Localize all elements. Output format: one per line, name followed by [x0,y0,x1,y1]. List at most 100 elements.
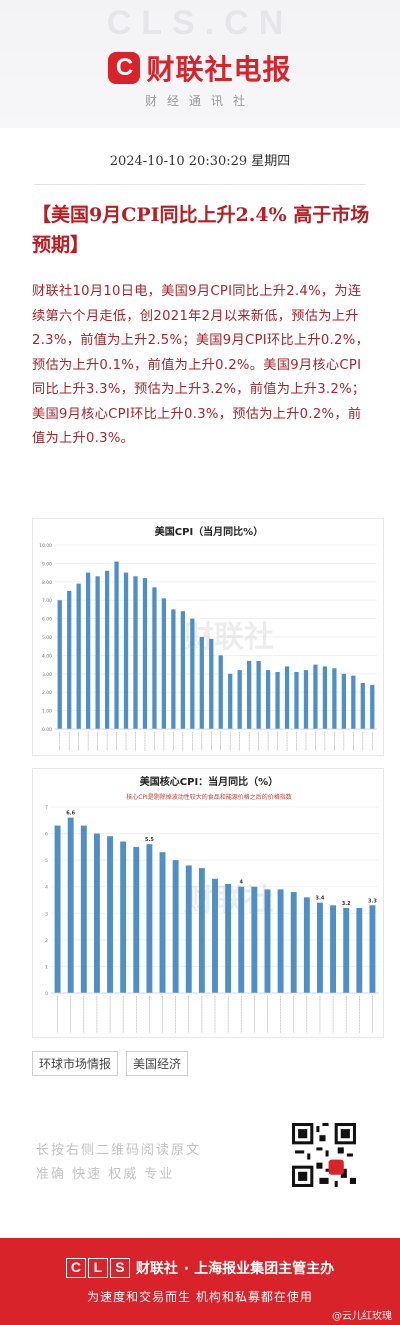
brand-subtitle: 财经通讯社 [144,94,255,108]
bar [172,860,179,993]
qr-code-icon[interactable] [292,1123,356,1187]
footer-slogan: 为速度和交易而生 机构和私募都在使用 [87,1290,313,1304]
bar [265,670,271,729]
bar [93,833,100,993]
bar [133,846,140,993]
cls-logo: C L S [65,1258,130,1278]
bar [343,907,350,993]
bar [322,666,328,729]
bar [107,836,113,993]
bar [256,660,261,729]
cls-letter: C [65,1258,86,1278]
bar [133,576,138,729]
bar [370,684,375,729]
tag-global-market[interactable]: 环球市场情报 [32,1051,119,1076]
bar [247,660,252,729]
y-tick-label: 5 [45,858,48,864]
bar [67,591,72,729]
bar [356,907,363,993]
bar [369,905,376,993]
chart-watermark: 财联社 [184,620,274,655]
core-cpi-chart: 美国核心CPI：当月同比（%） 核心CPI是剔除掉波动性较大的食品和能源价格之后的… [32,768,384,1038]
data-label: 3.4 [316,896,325,902]
bar [317,902,323,993]
logo-icon: C [108,52,141,84]
y-tick-label: 9.00 [42,561,52,567]
publish-datetime: 2024-10-10 20:30:29 星期四 [109,154,291,169]
y-tick-label: 0 [45,991,48,997]
chart-title: 美国CPI（当月同比%） [155,525,263,538]
y-tick-label: 8.00 [42,580,52,586]
cpi-chart-svg: 美国CPI（当月同比%） 0.00 1.00 2.00 3.00 4.00 5.00 6.00… [39,525,377,751]
bar [351,675,356,729]
bar [80,825,87,993]
bar [123,572,129,729]
bar [198,868,205,993]
bar [142,578,148,729]
footer-title: C L S 财联社 · 上海报业集团主管主办 [0,1258,400,1278]
bar [54,825,61,993]
bar [159,852,166,993]
footer-brand: 财联社 [135,1261,178,1277]
bar [264,889,271,993]
bar [341,673,346,729]
bar [67,817,74,993]
slogan: 准确 快速 权威 专业 [36,1167,175,1182]
bar [114,561,119,729]
data-label: 3.2 [342,901,351,907]
brand-footer: C L S 财联社 · 上海报业集团主管主办 为速度和交易而生 机构和私募都在使… [0,1238,400,1325]
bar [218,655,223,729]
cls-letter: L [87,1258,108,1278]
header-watermark: CLS.CN [106,4,294,42]
bar [251,886,258,993]
y-tick-label: 4.00 [42,653,52,659]
article-card: 2024-10-10 20:30:29 星期四 【美国9月CPI同比上升2.4%… [14,128,386,1218]
bar [332,668,337,729]
tag-us-economy[interactable]: 美国经济 [126,1051,189,1076]
y-tick-label: 2.00 [42,690,52,696]
data-label: 4 [239,880,243,886]
y-tick-label: 1 [45,964,48,970]
bar [161,598,167,729]
y-tick-label: 5.00 [42,635,52,641]
bar [146,844,153,993]
bar [275,671,280,729]
bar [95,576,100,729]
y-tick-label: 7.00 [42,598,52,604]
tag-list: 环球市场情报 美国经济 [32,1051,189,1076]
bar [76,583,81,729]
cls-letter: S [109,1258,130,1278]
weibo-watermark: @云儿红玫瑰 [332,1311,392,1322]
footer-owner: · 上海报业集团主管主办 [183,1261,335,1277]
brand-name: 财联社电报 [146,53,292,86]
y-tick-label: 6 [45,832,48,838]
bar [330,905,337,993]
divider [34,184,366,185]
y-tick-label: 3 [45,911,48,917]
bar [152,587,157,729]
bar [199,637,204,729]
bar [190,618,195,729]
bar [237,670,242,729]
bar [290,892,297,993]
bar [284,666,290,729]
y-tick-label: 7 [45,805,48,811]
qr-hint: 长按右侧二维码阅读原文 [36,1143,202,1158]
bar [238,886,245,993]
bar [104,570,110,729]
chart-title: 美国核心CPI：当月同比（%） [140,775,278,788]
brand-header: CLS.CN C 财联社电报 财经通讯社 [0,0,400,128]
bar [212,878,218,993]
y-tick-label: 6.00 [42,617,52,623]
bar [171,609,176,729]
bar [225,884,232,993]
article-body: 财联社10月10日电，美国9月CPI同比上升2.4%，为连续第六个月走低，创20… [32,284,370,446]
brand-logo: C 财联社电报 [0,48,400,88]
bar [209,638,214,729]
bar [303,897,310,993]
bar [303,670,309,729]
bar [360,683,365,729]
data-label: 3.3 [368,898,377,904]
bar [228,673,233,729]
chart-subtitle: 核心CPI是剔除掉波动性较大的食品和能源价格之后的价格指数 [126,793,292,801]
